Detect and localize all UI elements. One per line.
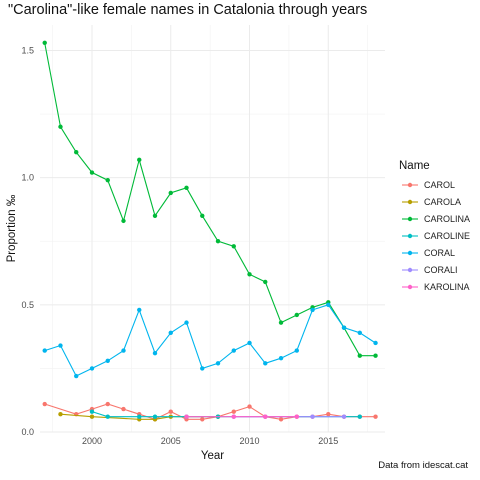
legend-label-carola: CAROLA bbox=[424, 197, 461, 207]
data-point-carol bbox=[105, 401, 110, 407]
data-point-coral bbox=[137, 307, 142, 313]
data-point-caroline bbox=[105, 414, 110, 419]
series-line-carolina bbox=[44, 42, 376, 357]
legend-label-carolina: CAROLINA bbox=[424, 214, 470, 224]
chart-title: "Carolina"-like female names in Cataloni… bbox=[8, 2, 368, 18]
data-point-coral bbox=[89, 366, 95, 371]
data-point-carolina bbox=[278, 320, 284, 325]
y-tick-label: 0.5 bbox=[21, 300, 34, 310]
data-point-carolina bbox=[121, 218, 126, 224]
data-point-coral bbox=[58, 343, 63, 348]
data-point-coral bbox=[263, 361, 268, 366]
legend-key-point-carol bbox=[407, 182, 413, 188]
legend-title: Name bbox=[399, 160, 430, 172]
data-point-carolina bbox=[184, 185, 189, 190]
data-point-coral bbox=[373, 340, 378, 346]
data-point-karolina bbox=[184, 414, 189, 419]
data-point-carolina bbox=[294, 312, 299, 318]
data-point-coral bbox=[278, 356, 284, 361]
data-point-coral bbox=[326, 302, 331, 308]
data-point-carol bbox=[42, 401, 47, 407]
legend-key-point-carolina bbox=[407, 216, 413, 222]
data-point-carolina bbox=[263, 279, 268, 285]
data-point-carolina bbox=[89, 170, 95, 175]
data-point-caroline bbox=[357, 414, 362, 419]
x-tick-label: 2005 bbox=[161, 436, 181, 446]
data-point-carolina bbox=[200, 213, 205, 218]
data-point-carol bbox=[278, 417, 284, 422]
data-point-carolina bbox=[105, 177, 110, 183]
y-tick-label: 1.0 bbox=[21, 173, 34, 183]
data-point-karolina bbox=[294, 414, 299, 419]
data-point-caroline bbox=[89, 409, 95, 414]
data-point-coral bbox=[74, 373, 79, 379]
data-point-coral bbox=[105, 358, 110, 363]
legend-key-point-karolina bbox=[407, 284, 413, 290]
data-point-carola bbox=[89, 414, 95, 419]
data-point-carol bbox=[326, 411, 331, 417]
legend-key-point-carola bbox=[407, 199, 413, 205]
legend-label-caroline: CAROLINE bbox=[424, 231, 470, 241]
x-tick-label: 2010 bbox=[240, 436, 260, 446]
data-point-coral bbox=[42, 348, 47, 353]
data-point-coral bbox=[168, 330, 173, 335]
data-point-coral bbox=[231, 348, 236, 353]
data-point-carolina bbox=[357, 353, 362, 358]
data-point-carol bbox=[168, 409, 173, 414]
data-point-coral bbox=[247, 340, 252, 346]
data-point-carolina bbox=[215, 239, 221, 244]
data-point-coral bbox=[341, 325, 347, 330]
y-axis-title: Proportion ‰ bbox=[6, 194, 18, 262]
data-point-carolina bbox=[58, 124, 63, 129]
data-point-carolina bbox=[168, 190, 173, 196]
data-point-carolina bbox=[152, 213, 158, 218]
data-point-corali bbox=[341, 414, 347, 419]
data-point-coral bbox=[357, 330, 362, 335]
data-point-karolina bbox=[263, 414, 268, 419]
data-point-carola bbox=[58, 411, 63, 417]
legend-key-point-caroline bbox=[407, 233, 413, 239]
chart-caption: Data from idescat.cat bbox=[378, 460, 468, 471]
data-point-coral bbox=[152, 350, 158, 356]
data-point-carolina bbox=[137, 157, 142, 163]
data-point-coral bbox=[200, 366, 205, 371]
x-tick-label: 2000 bbox=[82, 436, 102, 446]
data-point-carolina bbox=[74, 149, 79, 155]
data-point-carol bbox=[373, 414, 378, 419]
data-point-karolina bbox=[231, 414, 236, 419]
data-point-carolina bbox=[42, 40, 47, 46]
legend-key-point-corali bbox=[407, 267, 413, 273]
data-point-coral bbox=[310, 307, 315, 313]
data-point-coral bbox=[121, 348, 126, 353]
y-tick-label: 0.0 bbox=[21, 427, 34, 437]
legend-label-carol: CAROL bbox=[424, 180, 455, 190]
data-point-carol bbox=[121, 406, 126, 412]
data-point-carol bbox=[231, 409, 236, 414]
data-point-carol bbox=[247, 404, 252, 409]
x-axis-title: Year bbox=[201, 450, 224, 462]
legend-key-point-coral bbox=[407, 250, 413, 256]
data-point-carolina bbox=[231, 244, 236, 249]
data-point-coral bbox=[294, 348, 299, 353]
data-point-carolina bbox=[247, 272, 252, 277]
data-point-coral bbox=[215, 361, 221, 366]
data-point-coral bbox=[184, 320, 189, 325]
legend-label-corali: CORALI bbox=[424, 265, 458, 275]
legend-label-coral: CORAL bbox=[424, 248, 455, 258]
data-point-corali bbox=[310, 414, 315, 419]
data-point-carolina bbox=[373, 353, 378, 358]
data-point-caroline bbox=[152, 414, 158, 419]
legend-label-karolina: KAROLINA bbox=[424, 282, 470, 292]
series-line-coral bbox=[44, 304, 376, 377]
x-tick-label: 2015 bbox=[318, 436, 338, 446]
data-point-carol bbox=[200, 417, 205, 422]
y-tick-label: 1.5 bbox=[21, 45, 34, 55]
data-point-caroline bbox=[137, 414, 142, 419]
